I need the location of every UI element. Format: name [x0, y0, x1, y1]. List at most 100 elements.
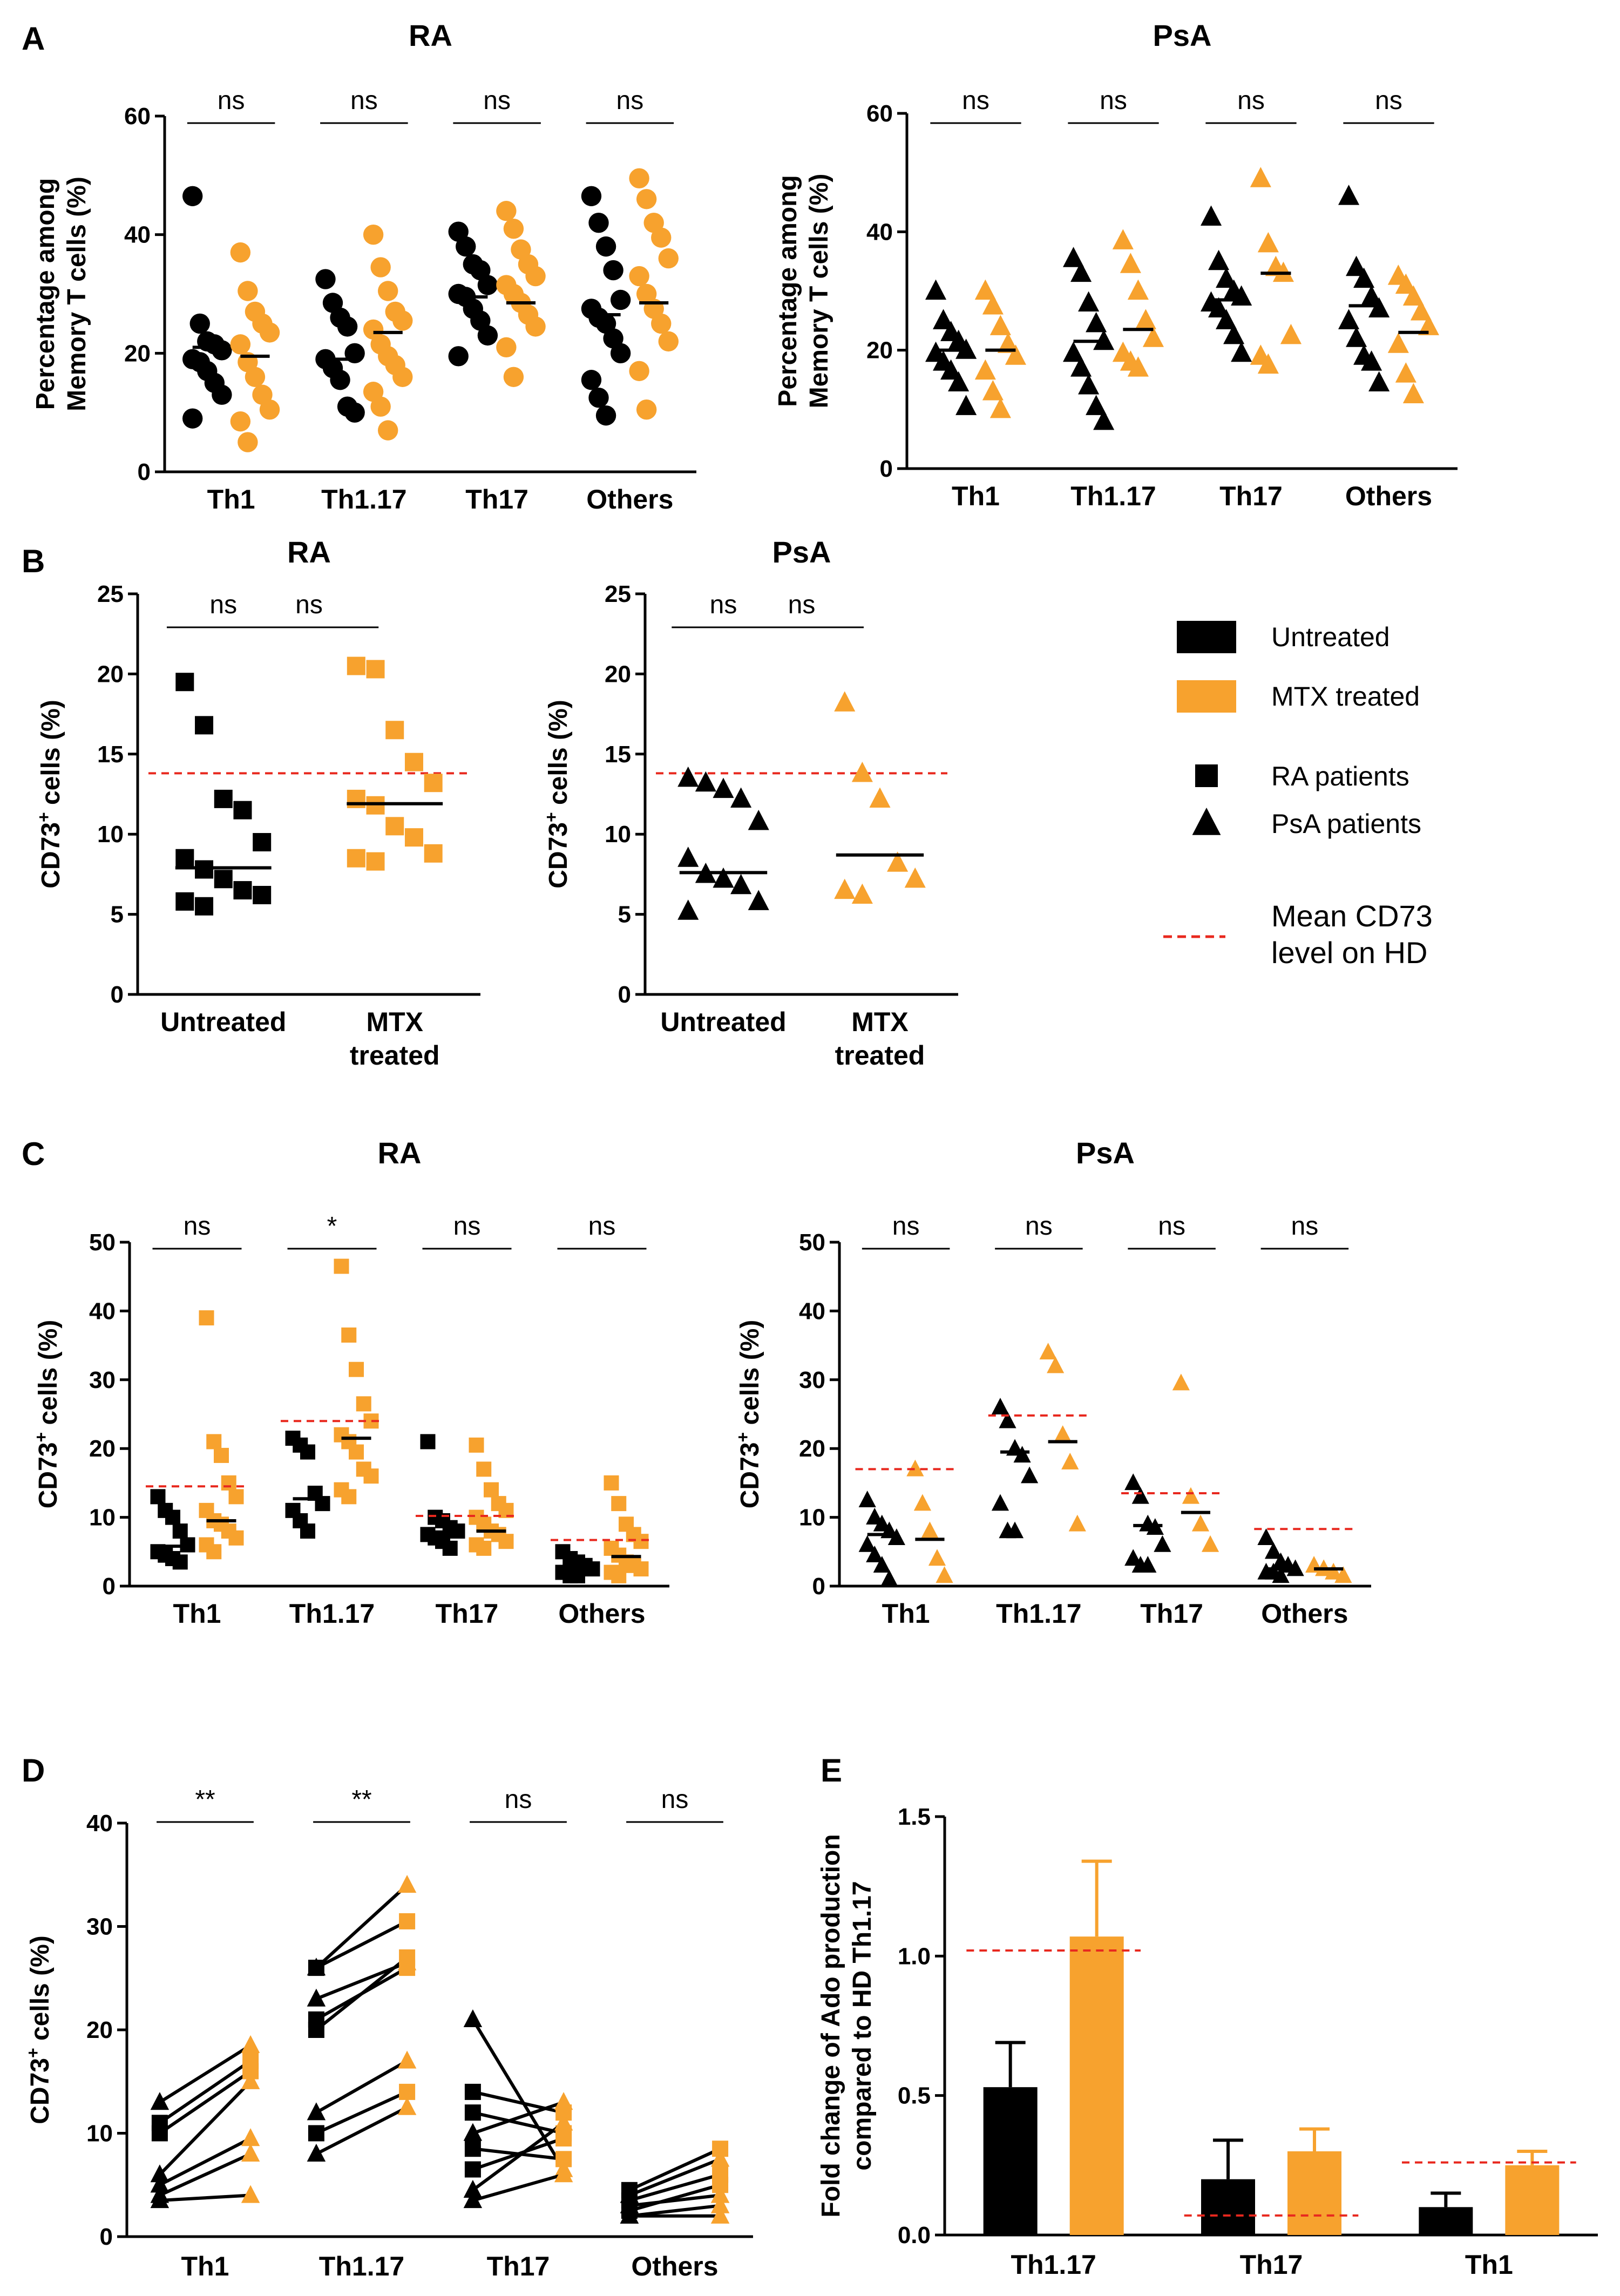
A-PsA-point: [1135, 309, 1156, 329]
legend-psa-marker: [1192, 808, 1221, 835]
A-RA-point: [496, 201, 517, 221]
D-point-untreated: [150, 2092, 170, 2110]
legend-untreated-label: Untreated: [1271, 622, 1390, 652]
A-RA-point: [212, 340, 232, 361]
C-RA-point: [341, 1327, 357, 1343]
C-RA-point: [228, 1530, 244, 1546]
B-PsA-point: [713, 867, 734, 888]
B-PsA-point: [713, 777, 734, 798]
A-RA-y-tick-label: 60: [124, 103, 151, 130]
B-RA-y-tick-label: 10: [97, 821, 124, 848]
C-PsA-significance-label: ns: [892, 1212, 920, 1241]
D-pair-line: [628, 2157, 721, 2197]
D-point-untreated: [620, 2205, 639, 2224]
C-PsA-point: [1013, 1446, 1031, 1463]
C-RA-significance-label: ns: [453, 1212, 481, 1241]
A-PsA-point: [974, 279, 996, 300]
B-PsA-point: [695, 771, 716, 792]
D-pair-line: [472, 2121, 565, 2192]
A-PsA-point: [1078, 374, 1100, 395]
B-PsA-x-tick-label: treated: [835, 1040, 925, 1071]
C-PsA-point: [1139, 1556, 1157, 1573]
A-PsA-point: [1395, 273, 1416, 294]
C-RA-point: [300, 1444, 315, 1460]
D-point-untreated: [463, 2009, 483, 2028]
A-PsA-point: [1361, 350, 1382, 371]
D-point-untreated: [464, 2104, 481, 2121]
A-RA-point: [238, 432, 258, 452]
A-PsA-y-tick-label: 0: [880, 456, 893, 482]
D-pair-line: [472, 2173, 564, 2202]
B-RA-point: [366, 852, 385, 871]
A-PsA-point: [1418, 315, 1439, 335]
C-RA-significance-label: ns: [184, 1212, 211, 1241]
D-point-mtx: [712, 2177, 729, 2193]
B-RA-x-tick-label: MTX: [366, 1007, 423, 1037]
D-point-mtx: [241, 2143, 260, 2162]
A-PsA-point: [1070, 261, 1092, 282]
B-RA-significance-label: ns: [209, 591, 237, 619]
B-PsA-point: [730, 787, 752, 808]
D-pair-line: [159, 2193, 251, 2202]
B-PsA-point: [904, 867, 926, 888]
A-PsA-significance-label: ns: [1375, 86, 1402, 115]
C-RA-point: [633, 1534, 649, 1549]
A-RA-point: [629, 266, 649, 287]
A-RA-point: [610, 343, 631, 364]
A-RA-point: [525, 266, 546, 287]
D-significance-label: ns: [661, 1785, 689, 1814]
C-PsA-x-tick-label: Others: [1261, 1599, 1348, 1629]
D-pair-line: [472, 2137, 565, 2171]
B-RA-y-tick-label: 0: [111, 981, 124, 1008]
A-PsA-point: [1402, 383, 1424, 403]
C-PsA-x-tick-label: Th17: [1140, 1599, 1203, 1629]
B-RA-point: [424, 774, 443, 793]
A-RA-point: [581, 186, 602, 206]
C-RA-significance-label: *: [327, 1212, 337, 1241]
B-RA-y-tick-label: 15: [97, 741, 124, 768]
B-PsA-x-tick-label: MTX: [851, 1007, 909, 1037]
C-PsA-point: [887, 1528, 905, 1546]
panel-label-C: C: [22, 1136, 45, 1172]
C-PsA-point: [1047, 1356, 1065, 1373]
C-RA-point: [172, 1523, 188, 1539]
D-point-untreated: [463, 2179, 483, 2198]
C-PsA-x-tick-label: Th1: [882, 1599, 930, 1629]
D-pair-line: [315, 2105, 408, 2156]
C-PsA-point: [1131, 1487, 1149, 1504]
D-point-mtx: [399, 1913, 416, 1929]
B-RA-point: [175, 892, 194, 911]
A-RA-x-tick-label: Others: [586, 484, 673, 514]
A-PsA-title: PsA: [1153, 18, 1212, 52]
A-PsA-point: [1338, 185, 1360, 205]
A-RA-title: RA: [409, 18, 452, 52]
D-point-mtx: [241, 2128, 260, 2146]
D-pair-line: [159, 2059, 252, 2124]
A-RA-significance-label: ns: [218, 86, 245, 115]
A-RA-point: [448, 346, 469, 367]
C-PsA-point: [858, 1491, 876, 1507]
C-PsA-point: [913, 1494, 932, 1511]
A-PsA-significance-label: ns: [1100, 86, 1127, 115]
C-PsA-point: [1264, 1542, 1283, 1559]
C-RA-point: [165, 1509, 180, 1525]
A-RA-point: [477, 325, 498, 346]
C-RA-point: [221, 1475, 236, 1491]
A-PsA-point: [948, 371, 970, 392]
C-RA-title: RA: [378, 1136, 422, 1170]
A-PsA-point: [1127, 279, 1149, 300]
A-RA-y-tick-label: 40: [124, 222, 151, 248]
A-RA-point: [344, 402, 365, 423]
C-PsA-significance-label: ns: [1025, 1212, 1053, 1241]
D-pair-line: [315, 2059, 408, 2114]
panel-label-E: E: [821, 1752, 842, 1789]
D-point-untreated: [150, 2190, 170, 2209]
B-RA-point: [385, 721, 404, 740]
E-y-label-line-1: compared to HD Th1.17: [848, 1881, 877, 2170]
B-PsA-point: [677, 766, 699, 787]
D-point-untreated: [151, 2125, 168, 2142]
C-PsA-y-tick-label: 40: [799, 1298, 825, 1324]
A-PsA-x-tick-label: Th1: [952, 481, 1000, 511]
C-PsA-point: [1201, 1535, 1219, 1552]
A-RA-point: [378, 420, 398, 441]
